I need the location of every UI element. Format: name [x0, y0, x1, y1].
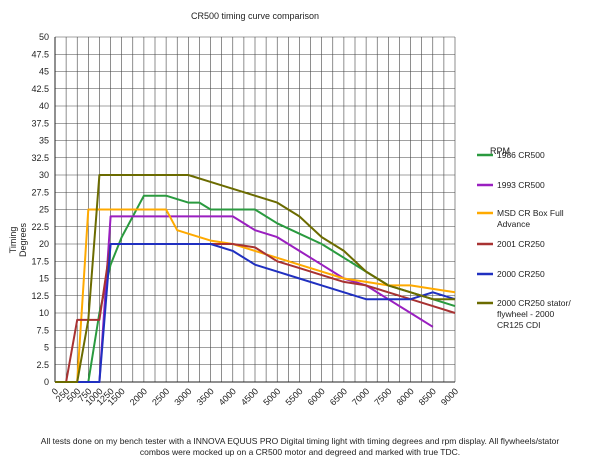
legend-label: MSD CR Box Full Advance — [497, 208, 564, 229]
x-tick-label: 7500 — [372, 386, 393, 407]
y-axis-label-line1: Timing — [8, 227, 18, 254]
y-tick-label: 12.5 — [31, 291, 49, 301]
y-axis-label-line2: Degrees — [18, 222, 28, 257]
y-tick-label: 5 — [44, 343, 49, 353]
legend-label: 2000 CR250 — [497, 269, 545, 279]
y-tick-label: 42.5 — [31, 84, 49, 94]
series-line-2 — [55, 215, 434, 383]
y-axis-label: Timing Degrees — [8, 222, 28, 257]
y-tick-label: 15 — [39, 274, 49, 284]
series-line-4 — [55, 243, 456, 383]
x-tick-label: 8500 — [417, 386, 438, 407]
x-tick-label: 3500 — [195, 386, 216, 407]
x-tick-label: 5500 — [283, 386, 304, 407]
x-tick-label: 4500 — [239, 386, 260, 407]
x-tick-label: 7000 — [350, 386, 371, 407]
y-tick-label: 25 — [39, 205, 49, 215]
legend-label: 1986 CR500 — [497, 150, 545, 160]
legend-item: 2000 CR250 — [477, 269, 545, 279]
series-line-5 — [55, 243, 456, 383]
chart-title: CR500 timing curve comparison — [191, 11, 319, 21]
legend-label: 1993 CR500 — [497, 180, 545, 190]
x-tick-label: 3000 — [172, 386, 193, 407]
series-line-6 — [55, 174, 455, 383]
x-tick-label: 2000 — [128, 386, 149, 407]
legend-item: 2001 CR250 — [477, 239, 545, 249]
y-tick-label: 17.5 — [31, 256, 49, 266]
y-tick-label: 0 — [44, 377, 49, 387]
y-tick-label: 7.5 — [36, 325, 49, 335]
x-tick-label: 4000 — [217, 386, 238, 407]
y-tick-label: 50 — [39, 32, 49, 42]
x-tick-label: 6000 — [306, 386, 327, 407]
y-tick-label: 2.5 — [36, 360, 49, 370]
x-tick-label: 8000 — [395, 386, 416, 407]
y-tick-label: 30 — [39, 170, 49, 180]
x-tick-label: 5000 — [261, 386, 282, 407]
y-tick-label: 10 — [39, 308, 49, 318]
y-tick-label: 45 — [39, 67, 49, 77]
y-tick-label: 35 — [39, 136, 49, 146]
x-tick-label: 6500 — [328, 386, 349, 407]
x-axis-label: RPM — [490, 146, 510, 156]
x-tick-label: 9000 — [439, 386, 460, 407]
y-tick-label: 27.5 — [31, 187, 49, 197]
chart-axes — [54, 37, 455, 383]
y-tick-label: 20 — [39, 239, 49, 249]
x-tick-label: 2500 — [150, 386, 171, 407]
y-tick-label: 32.5 — [31, 153, 49, 163]
x-tick-label: 0 — [50, 386, 61, 397]
y-tick-labels: 0 2.5 5 7.5 10 12.5 15 17.5 20 22.5 25 27.5 30 32.5 35… — [31, 32, 49, 387]
y-tick-label: 22.5 — [31, 222, 49, 232]
legend-item: 1993 CR500 — [477, 180, 545, 190]
legend-item: 1986 CR500 — [477, 150, 545, 160]
y-tick-label: 40 — [39, 101, 49, 111]
y-tick-label: 47.5 — [31, 49, 49, 59]
legend-item: MSD CR Box Full Advance — [477, 208, 564, 229]
legend-label: 2000 CR250 stator/flywheel - 2000 CR125 C… — [497, 298, 571, 330]
footnote: All tests done on my bench tester with a… — [40, 436, 560, 457]
y-tick-label: 37.5 — [31, 118, 49, 128]
legend-label: 2001 CR250 — [497, 239, 545, 249]
legend-item: 2000 CR250 stator/flywheel - 2000 CR125 C… — [477, 298, 571, 330]
chart-series — [55, 174, 456, 383]
chart-legend: 1986 CR500 1993 CR500 MSD CR Box Full Advan… — [477, 150, 571, 330]
